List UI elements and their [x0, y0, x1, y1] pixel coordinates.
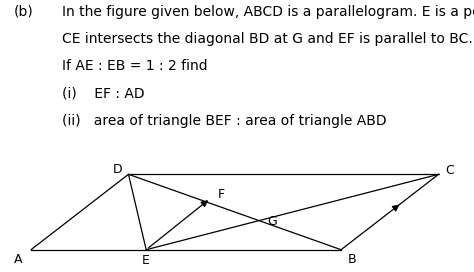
Text: CE intersects the diagonal BD at G and EF is parallel to BC.: CE intersects the diagonal BD at G and E… — [62, 32, 473, 46]
Text: B: B — [348, 253, 356, 266]
Text: If AE : EB = 1 : 2 find: If AE : EB = 1 : 2 find — [62, 59, 207, 73]
Text: (i)    EF : AD: (i) EF : AD — [62, 87, 144, 101]
Text: C: C — [445, 163, 454, 177]
Text: (b): (b) — [14, 5, 34, 18]
Text: A: A — [13, 253, 22, 266]
Text: G: G — [267, 215, 277, 228]
Text: F: F — [218, 187, 225, 200]
Text: D: D — [113, 163, 122, 176]
Text: E: E — [142, 254, 150, 267]
Text: (ii)   area of triangle BEF : area of triangle ABD: (ii) area of triangle BEF : area of tria… — [62, 114, 386, 128]
Text: In the figure given below, ABCD is a parallelogram. E is a point on A: In the figure given below, ABCD is a par… — [62, 5, 474, 18]
